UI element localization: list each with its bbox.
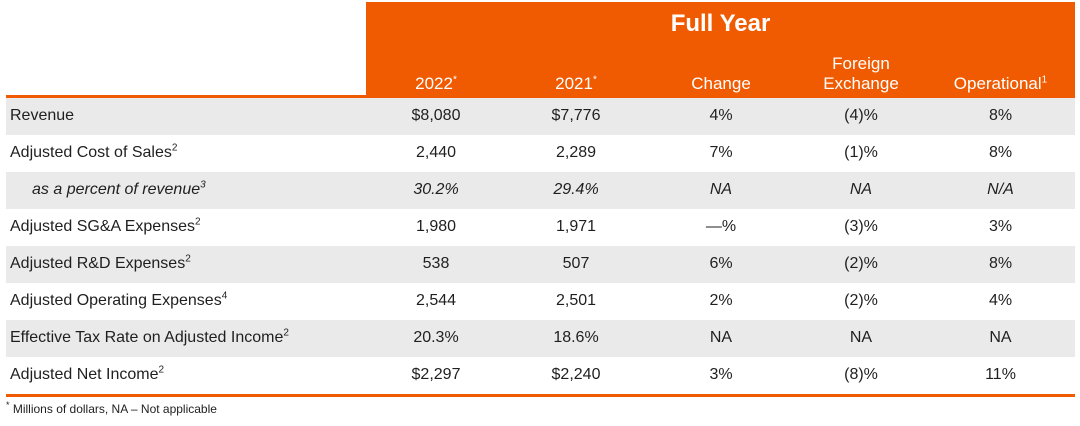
column-header-label: Operational xyxy=(953,74,1042,93)
column-header-sup: 1 xyxy=(1041,74,1048,86)
table-cell: 1,971 xyxy=(555,218,597,235)
table-row: Effective Tax Rate on Adjusted Income2 20… xyxy=(6,320,1075,357)
table-row: as a percent of revenue3 30.2% 29.4% NA NA N/… xyxy=(6,172,1075,209)
table-cell: NA xyxy=(849,329,873,346)
table-cell: 8% xyxy=(988,107,1013,124)
table-cell: NA xyxy=(709,329,733,346)
column-header-label-line2: Exchange xyxy=(823,74,899,93)
column-header-foreign-exchange: Foreign Exchange xyxy=(796,54,926,94)
column-header-2021: 2021* xyxy=(506,74,646,94)
row-label-footnote-ref: 2 xyxy=(185,253,191,265)
column-header-change: Change xyxy=(646,74,796,94)
row-label: Revenue xyxy=(10,107,74,125)
row-label: Adjusted Operating Expenses4 xyxy=(10,290,228,310)
table-cell: 3% xyxy=(709,366,733,383)
table-cell: 8% xyxy=(988,255,1013,272)
table-cell: (1)% xyxy=(844,144,878,161)
table-row: Adjusted Cost of Sales2 2,440 2,289 7% (1)% 8… xyxy=(6,135,1075,172)
footnote-marker: * xyxy=(6,400,10,410)
row-label: Adjusted R&D Expenses2 xyxy=(10,253,191,273)
table-cell: 8% xyxy=(988,144,1013,161)
column-header-label-line1: Foreign xyxy=(832,54,890,73)
table-cell: 30.2% xyxy=(413,181,459,198)
table-cell: 1,980 xyxy=(415,218,457,235)
footnote: * Millions of dollars, NA – Not applicab… xyxy=(6,400,217,417)
row-label: as a percent of revenue3 xyxy=(32,179,206,199)
row-label: Adjusted Net Income2 xyxy=(10,364,165,384)
row-label-footnote-ref: 2 xyxy=(158,364,165,376)
row-label-footnote-ref: 2 xyxy=(195,216,201,228)
row-label: Effective Tax Rate on Adjusted Income2 xyxy=(10,327,289,347)
column-header-sup: * xyxy=(592,74,597,86)
row-label-footnote-ref: 3 xyxy=(200,179,206,191)
row-label-text: Adjusted SG&A Expenses xyxy=(10,218,195,235)
header-background xyxy=(366,2,1075,98)
financial-table: Full Year 2022* 2021* Change Foreign Exch… xyxy=(6,2,1075,397)
footnote-text: Millions of dollars, NA – Not applicable xyxy=(9,402,217,416)
table-cell: —% xyxy=(705,218,737,235)
table-cell: (8)% xyxy=(844,366,878,383)
table-cell: 18.6% xyxy=(553,329,599,346)
column-header-label: 2022 xyxy=(415,74,453,93)
table-cell: 4% xyxy=(709,107,733,124)
table-cell: 6% xyxy=(709,255,733,272)
table-cell: (2)% xyxy=(844,255,878,272)
table-cell: 2,289 xyxy=(555,144,597,161)
table-row: Adjusted Net Income2 $2,297 $2,240 3% (8)% 11… xyxy=(6,357,1075,394)
header-title: Full Year xyxy=(670,10,771,37)
row-label-text: as a percent of revenue xyxy=(32,181,201,198)
table-cell: $2,297 xyxy=(411,366,461,383)
column-header-sup: * xyxy=(452,74,457,86)
row-label-footnote-ref: 2 xyxy=(283,327,289,339)
column-header-label: 2021 xyxy=(555,74,593,93)
table-row: Revenue $8,080 $7,776 4% (4)% 8% xyxy=(6,98,1075,135)
table-row: Adjusted SG&A Expenses2 1,980 1,971 —% (3)% 3… xyxy=(6,209,1075,246)
table-cell: (2)% xyxy=(844,292,878,309)
table-cell: NA xyxy=(849,181,873,198)
table-cell: 3% xyxy=(988,218,1013,235)
table-cell: 2% xyxy=(709,292,733,309)
table-cell: 2,501 xyxy=(555,292,597,309)
row-label-text: Adjusted Net Income xyxy=(10,366,159,383)
row-label: Adjusted Cost of Sales2 xyxy=(10,142,178,162)
table-cell: 2,544 xyxy=(415,292,457,309)
row-label: Adjusted SG&A Expenses2 xyxy=(10,216,201,236)
table-cell: 11% xyxy=(985,366,1016,383)
table-cell: 2,440 xyxy=(415,144,457,161)
table-cell: NA xyxy=(989,329,1012,346)
table-bottom-divider xyxy=(6,394,1075,397)
table-cell: $8,080 xyxy=(411,107,461,124)
table-cell: 20.3% xyxy=(413,329,459,346)
row-label-footnote-ref: 4 xyxy=(221,290,228,302)
column-header-2022: 2022* xyxy=(366,74,506,94)
table-cell: (3)% xyxy=(844,218,878,235)
table-cell: 538 xyxy=(422,255,450,272)
table-row: Adjusted R&D Expenses2 538 507 6% (2)% 8% xyxy=(6,246,1075,283)
row-label-text: Revenue xyxy=(10,107,75,124)
row-label-text: Adjusted Operating Expenses xyxy=(10,292,222,309)
header-divider xyxy=(6,95,1075,98)
table-cell: 4% xyxy=(988,292,1013,309)
table-header: Full Year 2022* 2021* Change Foreign Exch… xyxy=(6,2,1075,98)
table-cell: NA xyxy=(709,181,733,198)
column-header-operational: Operational1 xyxy=(926,74,1075,94)
row-label-text: Adjusted R&D Expenses xyxy=(10,255,186,272)
table-body: Revenue $8,080 $7,776 4% (4)% 8% Adjusted Cost… xyxy=(6,98,1075,394)
row-label-footnote-ref: 2 xyxy=(171,142,178,154)
table-cell: $7,776 xyxy=(551,107,601,124)
table-cell: 7% xyxy=(709,144,733,161)
row-label-text: Effective Tax Rate on Adjusted Income xyxy=(10,329,284,346)
table-cell: (4)% xyxy=(844,107,878,124)
table-cell: $2,240 xyxy=(551,366,601,383)
table-row: Adjusted Operating Expenses4 2,544 2,501 2%… xyxy=(6,283,1075,320)
table-cell: N/A xyxy=(987,181,1014,198)
table-cell: 507 xyxy=(562,255,590,272)
row-label-text: Adjusted Cost of Sales xyxy=(10,144,172,161)
column-header-label: Change xyxy=(691,74,751,93)
table-cell: 29.4% xyxy=(553,181,599,198)
